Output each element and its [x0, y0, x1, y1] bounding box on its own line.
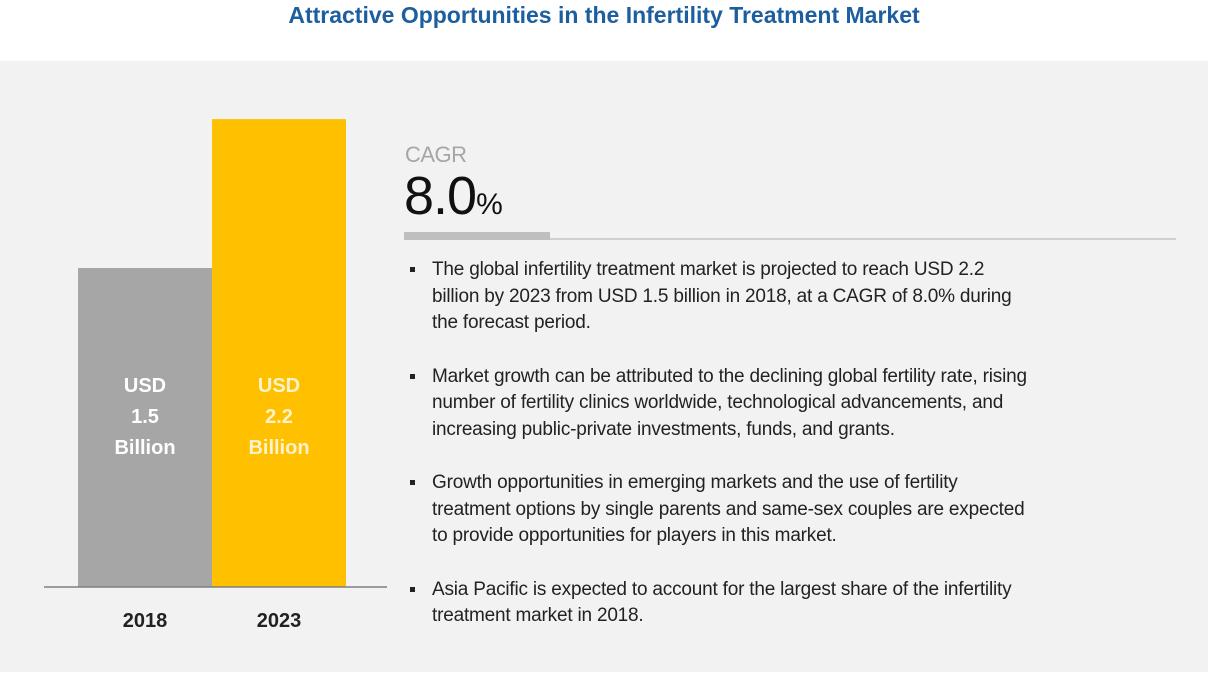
bullet-point: Growth opportunities in emerging markets… [410, 470, 1190, 550]
bar-data-label: 2.2 [265, 406, 293, 428]
market-size-bar-chart: USD 1.5 Billion 2018 USD 2.2 Billion 2023 [44, 119, 387, 632]
bullet-text-line: number of fertility clinics worldwide, t… [432, 392, 1004, 413]
bullet-text-line: billion by 2023 from USD 1.5 billion in … [432, 285, 1012, 307]
page-title: Attractive Opportunities in the Infertil… [288, 2, 920, 28]
bar-data-label: Billion [248, 437, 309, 459]
key-points-list: The global infertility treatment market … [410, 257, 1190, 657]
bullet-square-icon [410, 373, 415, 379]
cagr-value: 8.0% [404, 165, 503, 227]
cagr-divider [550, 238, 1176, 240]
bar-2023 [212, 119, 346, 587]
bullet-text-line: treatment market in 2018. [432, 605, 644, 626]
bullet-text-line: the forecast period. [432, 312, 591, 333]
bullet-text-line: Market growth can be attributed to the d… [432, 365, 1027, 387]
bullet-point: The global infertility treatment market … [410, 257, 1190, 337]
bullet-text-line: treatment options by single parents and … [432, 498, 1025, 520]
bar-data-label: Billion [114, 437, 175, 459]
x-tick-label: 2023 [257, 610, 302, 632]
bar-data-label: 1.5 [131, 406, 159, 428]
bar-data-label: USD [258, 375, 300, 397]
bullet-square-icon [410, 480, 415, 485]
bullet-text-line: The global infertility treatment market … [432, 259, 985, 280]
cagr-unit: % [476, 188, 503, 221]
bullet-text-line: Asia Pacific is expected to account for … [432, 578, 1012, 600]
cagr-label: CAGR [405, 142, 467, 167]
x-tick-label: 2018 [123, 610, 168, 632]
cagr-accent-bar [404, 232, 550, 240]
bar-data-label: USD [124, 375, 166, 397]
bullet-text-line: increasing public-private investments, f… [432, 418, 895, 440]
cagr-number: 8.0 [404, 166, 477, 226]
bullet-text-line: to provide opportunities for players in … [432, 525, 837, 546]
bullet-text-line: Growth opportunities in emerging markets… [432, 472, 958, 493]
bullet-square-icon [410, 586, 415, 592]
bullet-square-icon [410, 267, 415, 272]
bullet-point: Asia Pacific is expected to account for … [410, 577, 1190, 630]
bar-2018 [78, 268, 212, 587]
bullet-point: Market growth can be attributed to the d… [410, 364, 1190, 444]
